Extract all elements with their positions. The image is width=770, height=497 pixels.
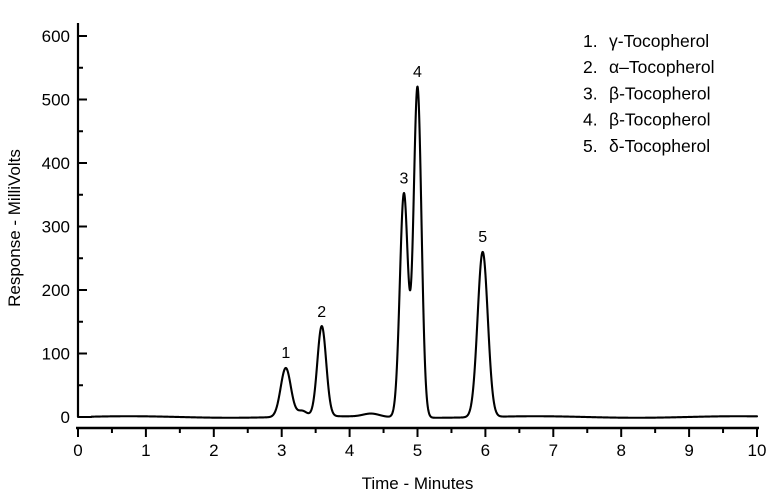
x-axis-title: Time - Minutes bbox=[362, 474, 474, 493]
x-tick-label: 1 bbox=[141, 441, 150, 460]
y-axis-title: Response - MilliVolts bbox=[5, 149, 24, 307]
y-tick-label: 400 bbox=[42, 154, 70, 173]
legend-item-compound: γ-Tocopherol bbox=[609, 31, 709, 51]
x-tick-label: 7 bbox=[549, 441, 558, 460]
peak-label-3: 3 bbox=[399, 170, 408, 187]
peak-label-2: 2 bbox=[317, 304, 326, 321]
x-tick-label: 3 bbox=[277, 441, 286, 460]
legend-item-compound: β-Tocopherol bbox=[609, 110, 711, 130]
y-tick-label: 300 bbox=[42, 218, 70, 237]
peak-label-1: 1 bbox=[281, 345, 290, 362]
y-axis-ticks bbox=[78, 35, 87, 418]
legend: 1. γ-Tocopherol 2. α–Tocopherol 3. β-Tocopher… bbox=[583, 31, 714, 156]
legend-item-number: 1. bbox=[583, 31, 598, 51]
peak-label-5: 5 bbox=[478, 229, 487, 246]
legend-item-number: 5. bbox=[583, 136, 598, 156]
y-tick-label: 100 bbox=[42, 345, 70, 364]
x-tick-label: 5 bbox=[413, 441, 422, 460]
x-tick-label: 9 bbox=[684, 441, 693, 460]
x-tick-label: 8 bbox=[616, 441, 625, 460]
legend-item-compound: β-Tocopherol bbox=[609, 83, 711, 103]
legend-item-number: 4. bbox=[583, 110, 598, 130]
x-tick-label: 10 bbox=[748, 441, 767, 460]
y-tick-label: 500 bbox=[42, 91, 70, 110]
x-tick-label: 4 bbox=[345, 441, 354, 460]
y-tick-label: 0 bbox=[61, 408, 70, 427]
peak-labels: 1 2 3 4 5 bbox=[281, 64, 487, 362]
legend-item-number: 2. bbox=[583, 57, 598, 77]
y-tick-label: 200 bbox=[42, 281, 70, 300]
peak-label-4: 4 bbox=[413, 64, 422, 81]
legend-item-compound: α–Tocopherol bbox=[609, 57, 714, 77]
x-tick-label: 0 bbox=[73, 441, 82, 460]
x-tick-label: 6 bbox=[481, 441, 490, 460]
chromatogram-trace bbox=[76, 85, 759, 419]
legend-item-number: 3. bbox=[583, 83, 598, 103]
y-tick-label: 600 bbox=[42, 27, 70, 46]
x-axis-ticks bbox=[77, 428, 758, 437]
x-tick-label: 2 bbox=[209, 441, 218, 460]
legend-item-compound: δ-Tocopherol bbox=[609, 136, 710, 156]
